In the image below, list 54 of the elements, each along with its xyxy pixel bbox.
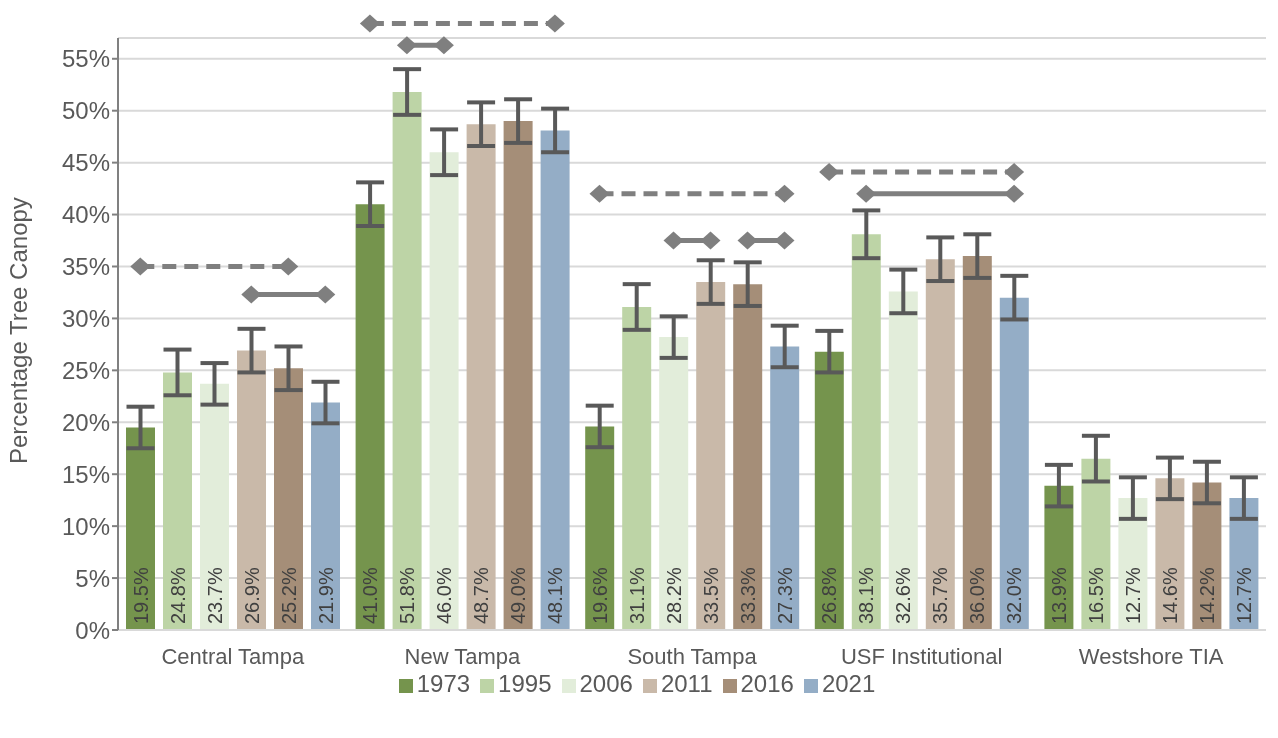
data-label: 12.7% <box>1232 567 1255 624</box>
data-label: 21.9% <box>314 567 337 624</box>
data-label: 26.8% <box>818 567 841 624</box>
y-tick-label: 15% <box>61 460 110 488</box>
data-label: 28.2% <box>662 567 685 624</box>
legend-label: 2011 <box>660 670 713 697</box>
data-label: 41.0% <box>359 567 382 624</box>
y-tick-label: 5% <box>75 564 110 592</box>
legend-label: 1973 <box>416 670 471 697</box>
data-label: 51.8% <box>396 567 419 624</box>
data-label: 26.9% <box>240 567 263 624</box>
data-label: 25.2% <box>277 567 300 624</box>
data-label: 32.6% <box>892 567 915 624</box>
y-tick-label: 10% <box>61 512 110 540</box>
data-label: 38.1% <box>855 567 878 624</box>
y-tick-label: 55% <box>61 45 110 73</box>
x-tick-label: USF Institutional <box>840 643 1003 669</box>
data-label: 48.1% <box>544 567 567 624</box>
x-tick-label: New Tampa <box>404 643 522 669</box>
data-label: 27.3% <box>773 567 796 624</box>
legend-label: 2016 <box>740 670 794 697</box>
data-label: 31.1% <box>625 567 648 624</box>
y-axis-title: Percentage Tree Canopy <box>4 197 32 464</box>
legend-label: 2021 <box>821 670 876 697</box>
x-tick-label: Central Tampa <box>161 643 305 669</box>
y-tick-label: 20% <box>61 408 110 436</box>
y-tick-label: 0% <box>75 616 110 644</box>
data-label: 14.2% <box>1195 567 1218 624</box>
y-tick-label: 50% <box>61 97 110 125</box>
x-tick-label: South Tampa <box>627 643 758 669</box>
y-tick-label: 45% <box>61 149 110 177</box>
x-tick-label: Westshore TIA <box>1078 643 1224 669</box>
data-label: 33.5% <box>699 567 722 624</box>
data-label: 24.8% <box>166 567 189 624</box>
data-label: 49.0% <box>507 567 530 624</box>
data-label: 19.5% <box>129 567 152 624</box>
data-label: 48.7% <box>470 567 493 624</box>
data-label: 33.3% <box>736 567 759 624</box>
legend-label: 1995 <box>498 670 552 697</box>
y-tick-label: 40% <box>61 201 110 229</box>
data-label: 32.0% <box>1003 567 1026 624</box>
data-label: 16.5% <box>1084 567 1107 624</box>
data-label: 46.0% <box>433 567 456 624</box>
data-label: 14.6% <box>1158 567 1181 624</box>
y-tick-label: 35% <box>61 253 110 281</box>
data-label: 12.7% <box>1121 567 1144 624</box>
data-label: 23.7% <box>203 567 226 624</box>
y-tick-label: 25% <box>61 356 110 384</box>
y-tick-label: 30% <box>61 304 110 332</box>
data-label: 35.7% <box>929 567 952 624</box>
data-label: 19.6% <box>588 567 611 624</box>
legend-label: 2006 <box>579 670 633 697</box>
data-label: 36.0% <box>966 567 989 624</box>
data-label: 13.9% <box>1047 567 1070 624</box>
